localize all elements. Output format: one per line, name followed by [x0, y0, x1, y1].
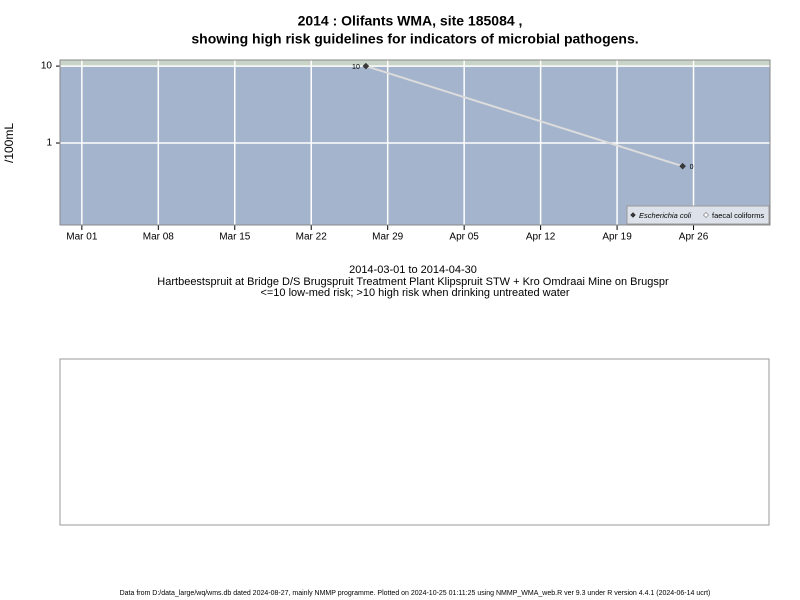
x-tick-label: Mar 29 — [372, 232, 404, 243]
legend-marker — [630, 212, 636, 218]
plot-frame — [59, 59, 771, 226]
note: <=10 low-med risk; >10 high risk when dr… — [260, 287, 569, 299]
chart-title: 2014 : Olifants WMA, site 185084 , — [298, 13, 523, 29]
footer: Data from D:/data_large/wq/wms.db dated … — [120, 590, 711, 597]
legend-label: Escherichia coli — [639, 211, 691, 220]
data-point — [679, 162, 686, 170]
x-tick-label: Mar 08 — [143, 232, 175, 243]
data-point — [362, 62, 370, 70]
high-risk-band — [60, 60, 770, 67]
legend-label: faecal coliforms — [712, 211, 764, 220]
x-tick-label: Mar 22 — [296, 232, 328, 243]
data-label: 10 — [352, 64, 360, 71]
legend-box — [626, 205, 770, 225]
x-tick-label: Apr 12 — [526, 232, 556, 243]
legend-marker — [703, 212, 709, 218]
x-tick-label: Apr 26 — [679, 232, 709, 243]
empty-panel — [59, 358, 770, 526]
x-tick-label: Mar 15 — [219, 232, 251, 243]
chart-title: showing high risk guidelines for indicat… — [191, 31, 638, 47]
y-tick-label: 10 — [41, 61, 53, 72]
y-tick-label: 1 — [46, 138, 52, 149]
x-tick-label: Apr 19 — [602, 232, 632, 243]
note: 2014-03-01 to 2014-04-30 — [349, 264, 477, 276]
x-tick-label: Mar 01 — [66, 232, 98, 243]
note: Hartbeestspruit at Bridge D/S Brugspruit… — [157, 276, 669, 288]
x-tick-label: Apr 05 — [449, 232, 479, 243]
y-axis-label: /100mL — [2, 123, 16, 163]
data-label: 0 — [690, 164, 694, 171]
series-line — [365, 65, 683, 168]
